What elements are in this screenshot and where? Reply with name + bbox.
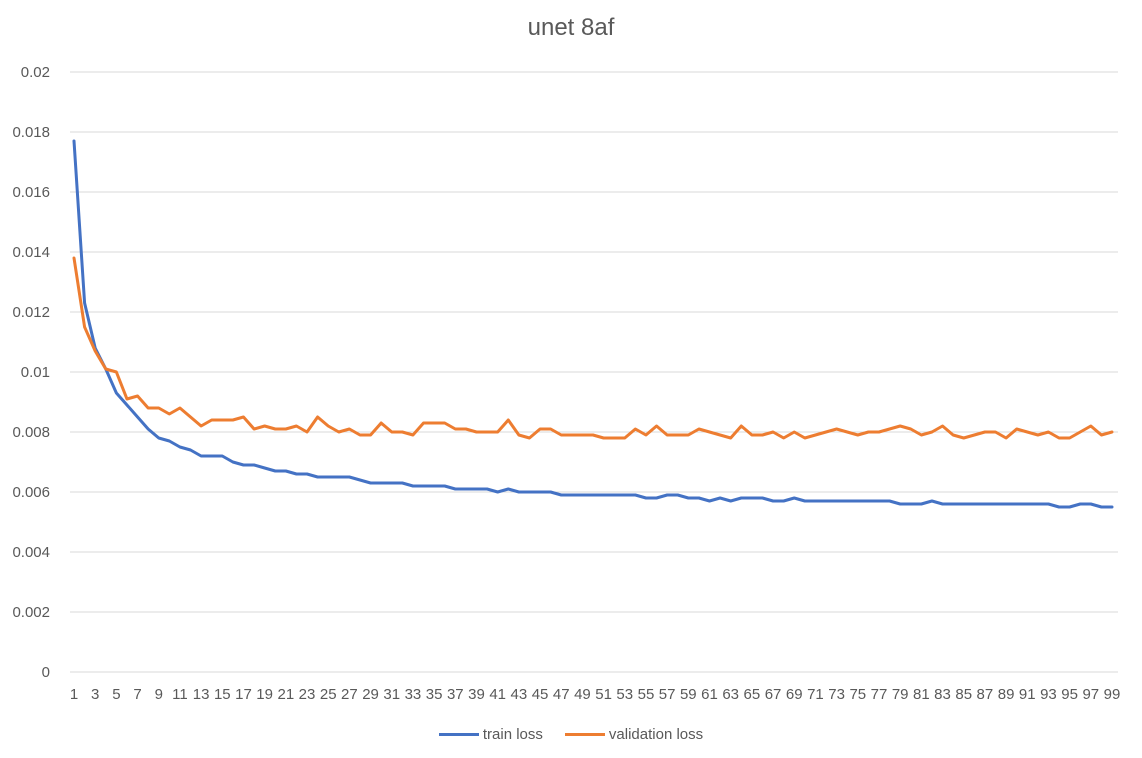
x-tick-label: 77 [871, 686, 888, 703]
x-tick-label: 25 [320, 686, 337, 703]
x-tick-label: 3 [91, 686, 99, 703]
x-tick-label: 59 [680, 686, 697, 703]
x-tick-label: 13 [193, 686, 210, 703]
x-tick-label: 83 [934, 686, 951, 703]
series-line-validation-loss [72, 256, 1114, 440]
legend-label-train-loss: train loss [482, 726, 543, 743]
y-tick-label: 0.002 [12, 604, 50, 621]
x-tick-label: 21 [277, 686, 294, 703]
x-tick-label: 27 [341, 686, 358, 703]
x-tick-label: 31 [383, 686, 400, 703]
x-axis-tick-labels: 1 3 5 7 9 11 13 15 17 19 21 23 25 27 29 31 33 35 37 39 41 43 4… [70, 686, 1121, 703]
x-tick-label: 9 [155, 686, 163, 703]
x-tick-label: 5 [112, 686, 120, 703]
y-tick-label: 0.016 [12, 184, 50, 201]
legend-item-train-loss: train loss [438, 726, 543, 743]
x-tick-label: 51 [595, 686, 612, 703]
x-tick-label: 97 [1082, 686, 1099, 703]
x-tick-label: 19 [256, 686, 273, 703]
x-tick-label: 99 [1104, 686, 1121, 703]
legend-item-validation-loss: validation loss [564, 726, 704, 743]
x-tick-label: 37 [447, 686, 464, 703]
x-tick-label: 89 [998, 686, 1015, 703]
x-tick-label: 35 [426, 686, 443, 703]
x-tick-label: 45 [532, 686, 549, 703]
x-tick-label: 85 [955, 686, 972, 703]
legend-swatch-train-loss [438, 733, 479, 736]
x-tick-label: 39 [468, 686, 485, 703]
x-tick-label: 75 [849, 686, 866, 703]
y-tick-label: 0.018 [12, 124, 50, 141]
x-tick-label: 29 [362, 686, 379, 703]
x-tick-label: 55 [638, 686, 655, 703]
x-tick-label: 57 [659, 686, 676, 703]
x-tick-label: 33 [405, 686, 422, 703]
legend: train loss validation loss [0, 726, 1142, 743]
legend-label-validation-loss: validation loss [608, 726, 704, 743]
x-tick-label: 41 [489, 686, 506, 703]
y-tick-label: 0.004 [12, 544, 50, 561]
x-tick-label: 93 [1040, 686, 1057, 703]
x-tick-label: 65 [744, 686, 761, 703]
chart-title: unet 8af [527, 14, 615, 41]
x-tick-label: 43 [511, 686, 528, 703]
x-tick-label: 81 [913, 686, 930, 703]
x-tick-label: 17 [235, 686, 252, 703]
series-line-train-loss [72, 139, 1114, 509]
x-tick-label: 61 [701, 686, 718, 703]
x-tick-label: 47 [553, 686, 570, 703]
x-tick-label: 87 [977, 686, 994, 703]
gridlines [70, 71, 1118, 673]
series-lines [72, 139, 1114, 509]
x-tick-label: 63 [722, 686, 739, 703]
x-tick-label: 23 [299, 686, 316, 703]
y-tick-label: 0.008 [12, 424, 50, 441]
y-tick-label: 0.02 [21, 64, 50, 81]
x-tick-label: 7 [133, 686, 141, 703]
x-tick-label: 53 [616, 686, 633, 703]
y-tick-label: 0.014 [12, 244, 50, 261]
legend-swatch-validation-loss [564, 733, 605, 736]
x-tick-label: 1 [70, 686, 78, 703]
x-tick-label: 95 [1061, 686, 1078, 703]
x-tick-label: 91 [1019, 686, 1036, 703]
x-tick-label: 71 [807, 686, 824, 703]
y-tick-label: 0.01 [21, 364, 50, 381]
y-tick-label: 0.006 [12, 484, 50, 501]
x-tick-label: 49 [574, 686, 591, 703]
x-tick-label: 73 [828, 686, 845, 703]
y-tick-label: 0 [42, 664, 50, 681]
y-axis-tick-labels: 0 0.002 0.004 0.006 0.008 0.01 0.012 0.014 0.016… [12, 64, 50, 681]
x-tick-label: 69 [786, 686, 803, 703]
x-tick-label: 79 [892, 686, 909, 703]
x-tick-label: 67 [765, 686, 782, 703]
x-tick-label: 15 [214, 686, 231, 703]
y-tick-label: 0.012 [12, 304, 50, 321]
x-tick-label: 11 [172, 686, 188, 703]
